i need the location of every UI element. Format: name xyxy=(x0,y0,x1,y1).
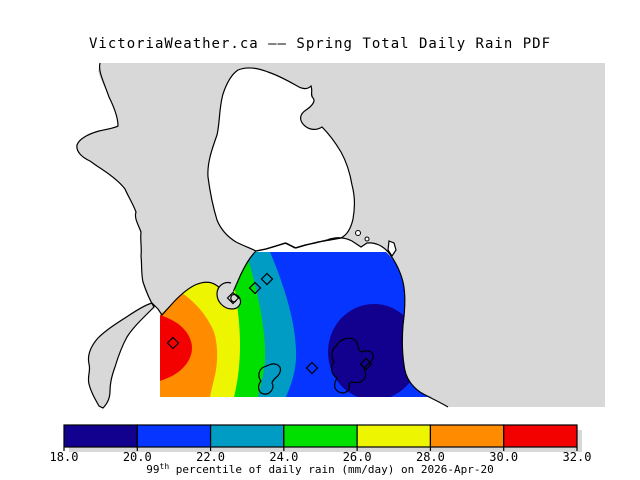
station-diamond-marker xyxy=(166,336,180,350)
station-diamond-marker xyxy=(305,361,319,375)
islet-dot-2 xyxy=(364,236,370,242)
colorbar-tick-label: 20.0 xyxy=(122,450,152,464)
coastline-central-landmass xyxy=(207,67,355,252)
colorbar-tick-label: 24.0 xyxy=(269,450,299,464)
coastline-west-and-inlet xyxy=(76,62,449,409)
caption-prefix: 99 xyxy=(146,463,160,476)
lake-outline xyxy=(258,363,281,395)
band-red-max xyxy=(160,312,192,384)
caption-suffix: percentile of daily rain (mm/day) on 202… xyxy=(169,463,494,476)
station-markers xyxy=(166,272,373,375)
colorbar-segment xyxy=(283,424,358,448)
colorbar xyxy=(63,424,578,448)
colorbar-tick-label: 28.0 xyxy=(415,450,445,464)
islet-dot-1 xyxy=(355,230,361,236)
colorbar-tick-label: 30.0 xyxy=(489,450,519,464)
colorbar-segment xyxy=(429,424,505,448)
station-diamond-marker xyxy=(248,281,262,295)
colorbar-ticks xyxy=(63,447,578,451)
colorbar-segment xyxy=(503,424,578,448)
colorbar-caption: 99th percentile of daily rain (mm/day) o… xyxy=(0,462,640,476)
contour-field xyxy=(160,252,432,397)
station-diamond-marker xyxy=(260,272,274,286)
caption-superscript: th xyxy=(159,462,170,471)
colorbar-tick-label: 18.0 xyxy=(49,450,79,464)
colorbar-segment xyxy=(136,424,212,448)
colorbar-segment xyxy=(63,424,138,448)
band-navy-min xyxy=(328,304,420,397)
station-diamond-marker xyxy=(226,291,240,305)
central-landmass xyxy=(207,67,355,251)
station-diamond-marker xyxy=(359,357,373,371)
colorbar-segment xyxy=(356,424,432,448)
colorbar-tick-label: 22.0 xyxy=(196,450,226,464)
page-title: VictoriaWeather.ca —— Spring Total Daily… xyxy=(88,36,551,52)
island-outline-southeast xyxy=(331,337,374,394)
colorbar-tick-label: 26.0 xyxy=(342,450,372,464)
colorbar-tick-label: 32.0 xyxy=(562,450,592,464)
islet-peninsula-northeast xyxy=(387,240,397,258)
colorbar-segment xyxy=(209,424,285,448)
